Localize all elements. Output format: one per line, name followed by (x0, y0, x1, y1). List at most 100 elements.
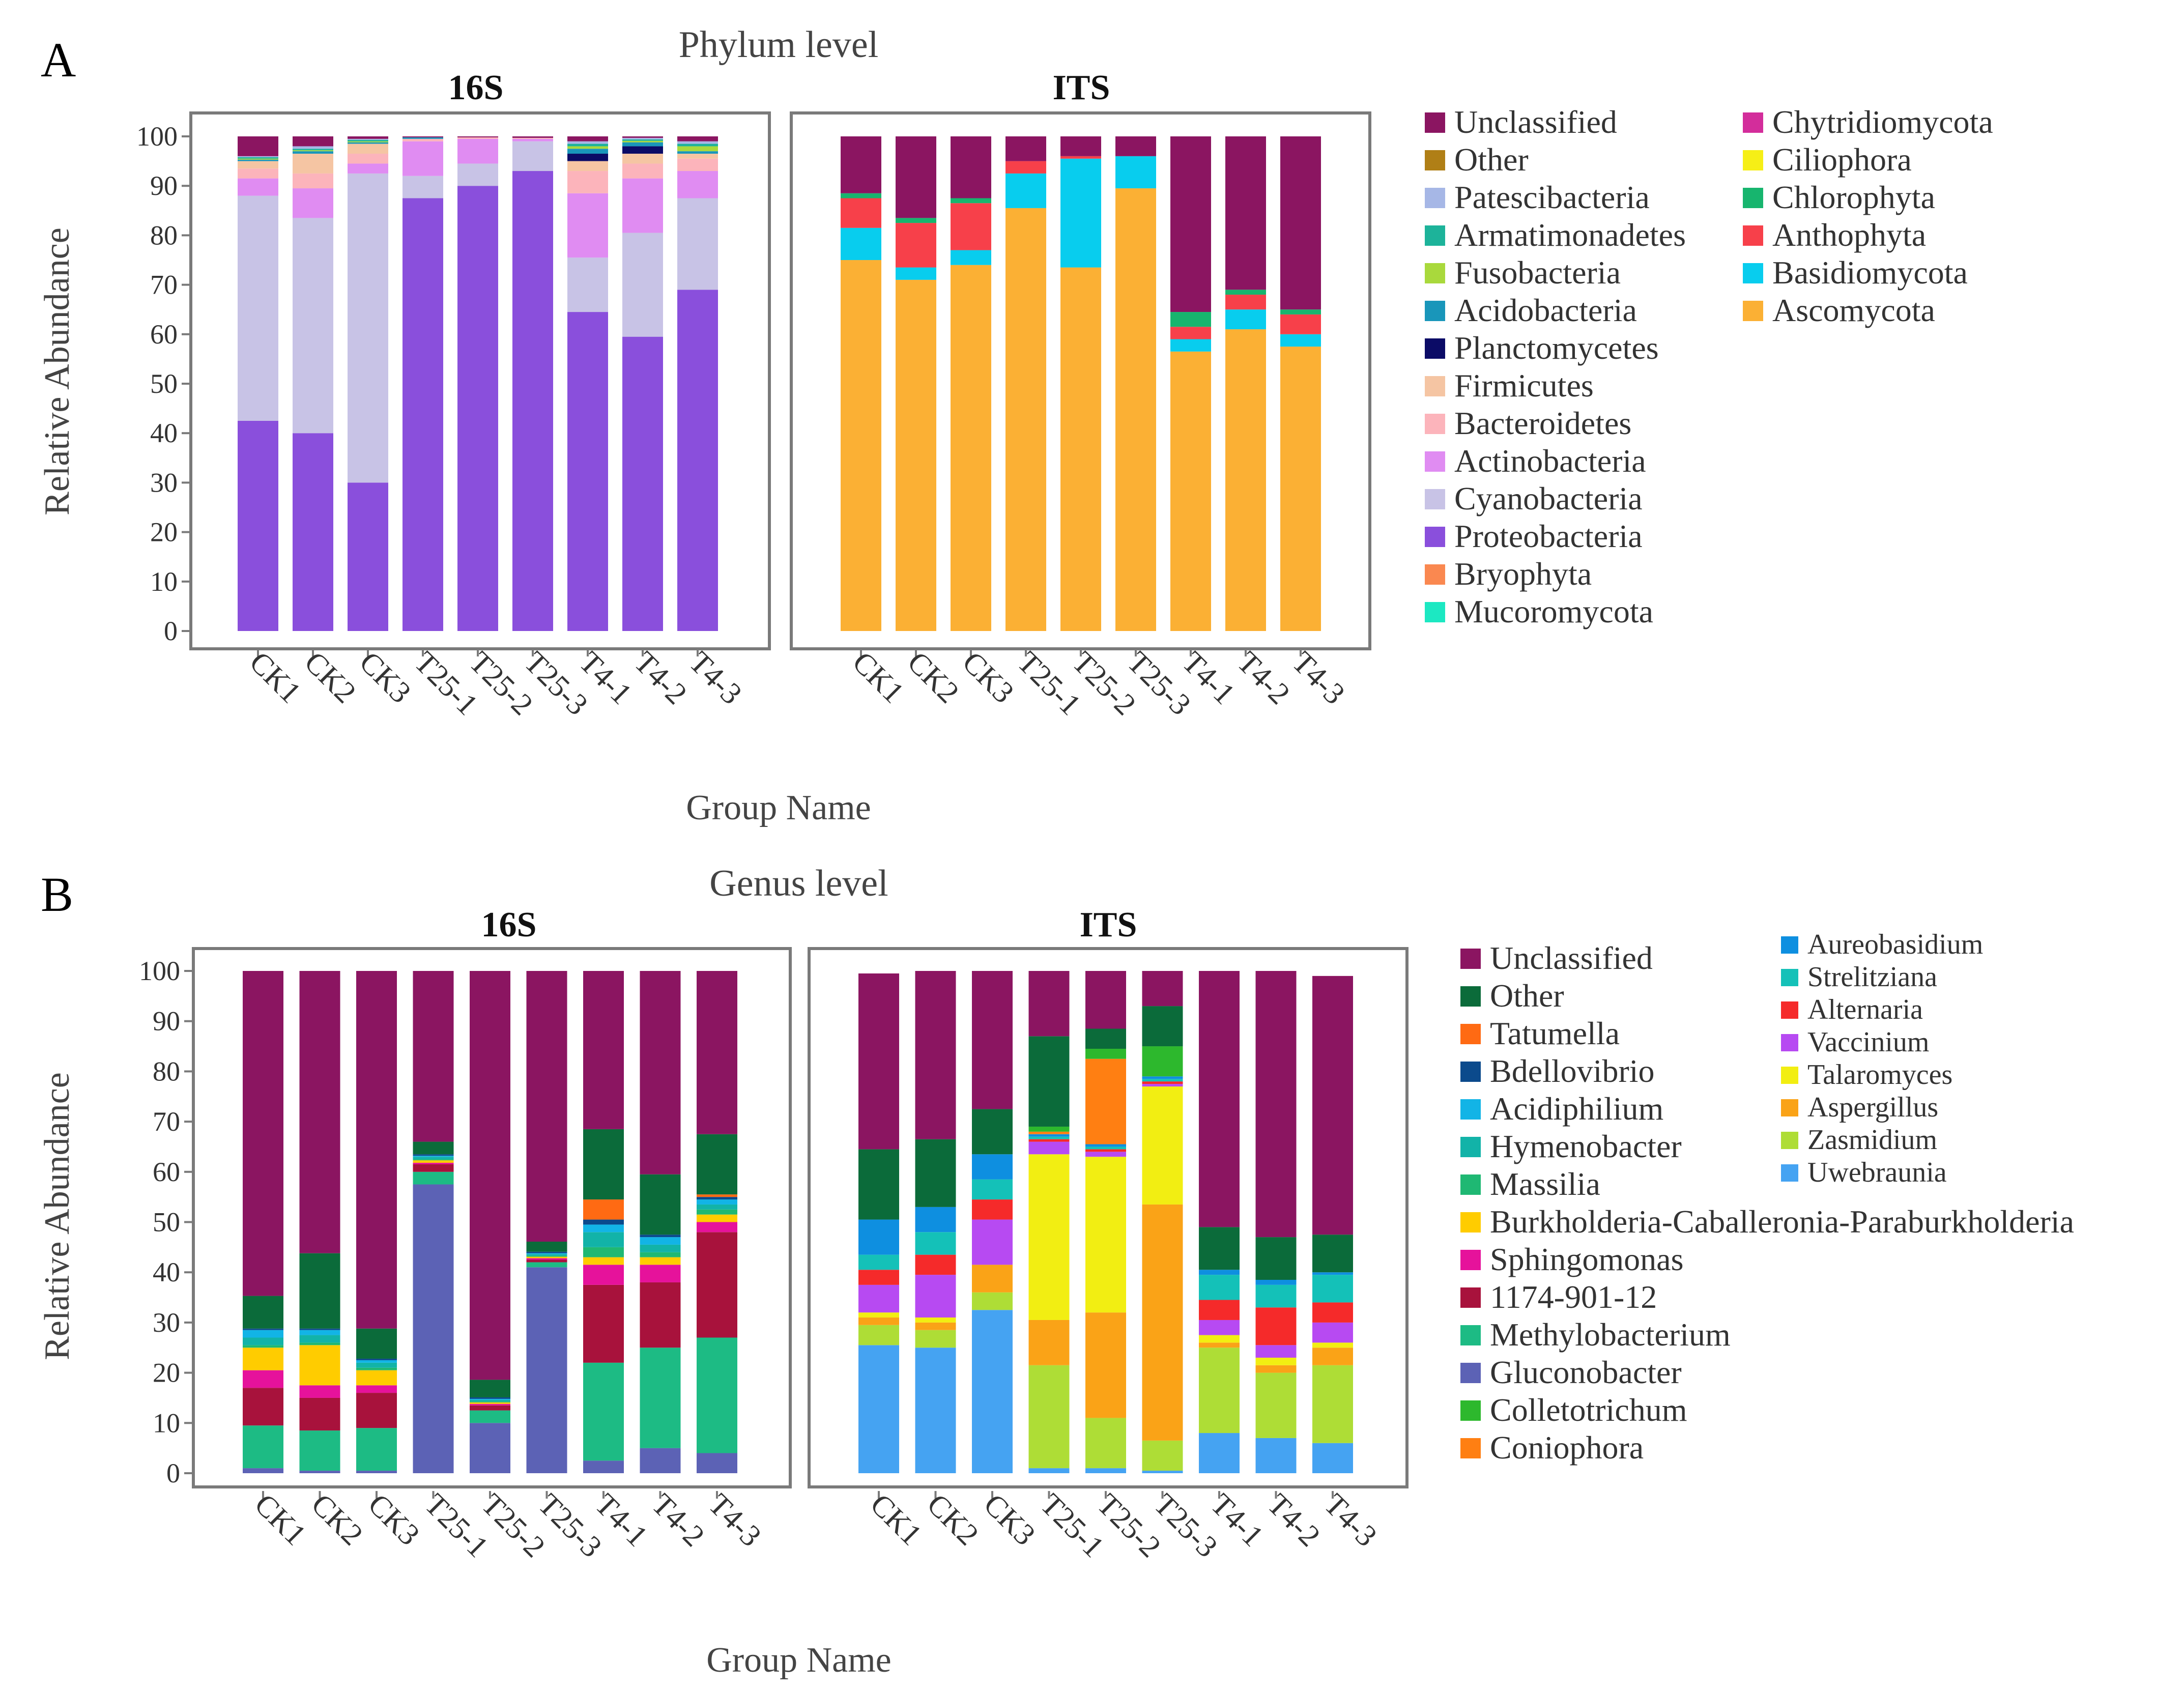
bar-segment-other (526, 1241, 567, 1252)
bar-segment-gluconobacter (526, 1267, 567, 1473)
bar-segment-unclassified (413, 971, 454, 1142)
panel-a-16s-frame (189, 111, 771, 650)
bar-segment-aureobasidium (1312, 1272, 1353, 1275)
bar-segment-1174-901-12 (299, 1397, 340, 1431)
bar-segment-cyanobacteria (457, 163, 498, 186)
legend-item-bacteroidetes: Bacteroidetes (1425, 405, 1631, 441)
bar-segment-bacteroidetes (677, 158, 718, 171)
legend-item-bdellovibrio: Bdellovibrio (1460, 1053, 1655, 1089)
bar-segment-methylobacterium (526, 1262, 567, 1268)
panel-b-its-frame (808, 947, 1409, 1488)
legend-item-ciliophora: Ciliophora (1743, 141, 1912, 178)
bar-segment-other (1028, 1036, 1070, 1127)
y-tick-label: 10 (150, 566, 178, 597)
bar-segment-other (1312, 1235, 1353, 1273)
bar-segment-massilia (697, 1209, 737, 1215)
y-tick-label: 100 (136, 121, 178, 152)
legend-item-massilia: Massilia (1460, 1166, 1600, 1202)
bar-segment-burkholderia-caballeronia-paraburkholderia (243, 1348, 283, 1370)
y-tick-label: 20 (150, 517, 178, 548)
bar-segment-gluconobacter (697, 1453, 737, 1473)
legend-label: Vaccinium (1807, 1026, 1929, 1058)
bar-segment-acidiphilium (299, 1330, 340, 1335)
bar-segment-massilia (526, 1255, 567, 1257)
legend-item-gluconobacter: Gluconobacter (1460, 1354, 1682, 1390)
bar-segment-cyanobacteria (403, 176, 443, 198)
y-tick-label: 0 (164, 616, 178, 646)
bar-stack-ck1 (238, 136, 278, 631)
y-tick-label: 60 (150, 319, 178, 350)
bar-segment-cyanobacteria (293, 218, 333, 434)
bar-segment-burkholderia-caballeronia-paraburkholderia (413, 1160, 454, 1163)
bar-segment-patescibacteria (348, 138, 388, 140)
bar-segment-hymenobacter (470, 1399, 510, 1401)
bar-segment-unclassified (1170, 136, 1211, 312)
x-tick-label-t25-3: T25-3 (1147, 1487, 1224, 1564)
bar-segment-bdellovibrio (413, 1154, 454, 1156)
legend-label: Actinobacteria (1454, 443, 1646, 479)
legend-label: Gluconobacter (1490, 1354, 1682, 1390)
legend-swatch (1460, 1250, 1481, 1270)
bar-segment-methylobacterium (243, 1425, 283, 1469)
legend-label: Armatimonadetes (1454, 217, 1686, 253)
legend-item-sphingomonas: Sphingomonas (1460, 1241, 1683, 1277)
bar-segment-ascomycota (951, 265, 991, 631)
bar-segment-planctomycetes (622, 146, 663, 154)
bar-segment-hymenobacter (356, 1362, 397, 1368)
bar-stack-t4-1 (567, 136, 608, 631)
bar-segment-hymenobacter (583, 1232, 624, 1247)
bar-segment-methylobacterium (299, 1430, 340, 1471)
bar-segment-gluconobacter (640, 1448, 681, 1473)
bar-segment-aspergillus (1255, 1365, 1297, 1373)
x-tick-label-t25-2: T25-2 (1091, 1487, 1167, 1564)
bar-stack-t25-3 (512, 136, 553, 631)
legend-swatch (1425, 414, 1445, 434)
legend-item-other: Other (1425, 141, 1529, 178)
legend-item-basidiomycota: Basidiomycota (1743, 254, 1968, 291)
y-tick-label: 40 (153, 1257, 180, 1287)
bar-segment-vaccinium (1255, 1345, 1297, 1358)
bar-segment-basidiomycota (1060, 158, 1101, 268)
y-tick-label: 50 (153, 1207, 180, 1238)
x-tick-label-t4-2: T4-2 (645, 1487, 711, 1553)
bar-segment-cyanobacteria (622, 233, 663, 337)
bar-stack-t4-2 (622, 136, 663, 631)
legend-swatch (1460, 1212, 1481, 1233)
panel-b: B Genus level Relative Abundance Group N… (38, 863, 2074, 1680)
bar-segment-burkholderia-caballeronia-paraburkholderia (697, 1214, 737, 1222)
bar-segment-zasmidium (1255, 1372, 1297, 1438)
bar-segment-aspergillus (915, 1322, 956, 1330)
bar-segment-acidiphilium (583, 1224, 624, 1233)
bar-segment-acidobacteria (567, 149, 608, 154)
bar-segment-uwebraunia (1142, 1471, 1183, 1473)
legend-swatch (1460, 1024, 1481, 1044)
legend-label: Colletotrichum (1490, 1392, 1687, 1428)
panel-b-title: Genus level (709, 863, 888, 904)
bar-segment-other (413, 1141, 454, 1155)
bar-segment-aureobasidium (1085, 1144, 1126, 1147)
legend-item-ascomycota: Ascomycota (1743, 292, 1935, 328)
bar-segment-ascomycota (1115, 188, 1156, 631)
bar-segment-coniophora (1085, 1058, 1126, 1144)
bar-segment-uwebraunia (858, 1345, 899, 1473)
bar-segment-hymenobacter (413, 1157, 454, 1160)
bar-segment-anthophyta (896, 223, 936, 268)
bar-segment-zasmidium (1312, 1365, 1353, 1443)
bar-segment-armatimonadetes (567, 144, 608, 147)
legend-item-aspergillus: Aspergillus (1781, 1092, 1938, 1123)
x-tick-label-ck2: CK2 (298, 645, 363, 710)
legend-swatch (1781, 1132, 1798, 1149)
bar-segment-acidobacteria (622, 142, 663, 147)
bar-segment-basidiomycota (951, 250, 991, 265)
bar-segment-sphingomonas (640, 1265, 681, 1282)
bar-segment-aspergillus (1312, 1348, 1353, 1365)
bar-segment-acidiphilium (243, 1330, 283, 1338)
panel-a-title: Phylum level (679, 24, 879, 66)
bar-segment-alternaria (1142, 1081, 1183, 1084)
bar-segment-proteobacteria (567, 312, 608, 631)
bar-segment-1174-901-12 (697, 1232, 737, 1338)
